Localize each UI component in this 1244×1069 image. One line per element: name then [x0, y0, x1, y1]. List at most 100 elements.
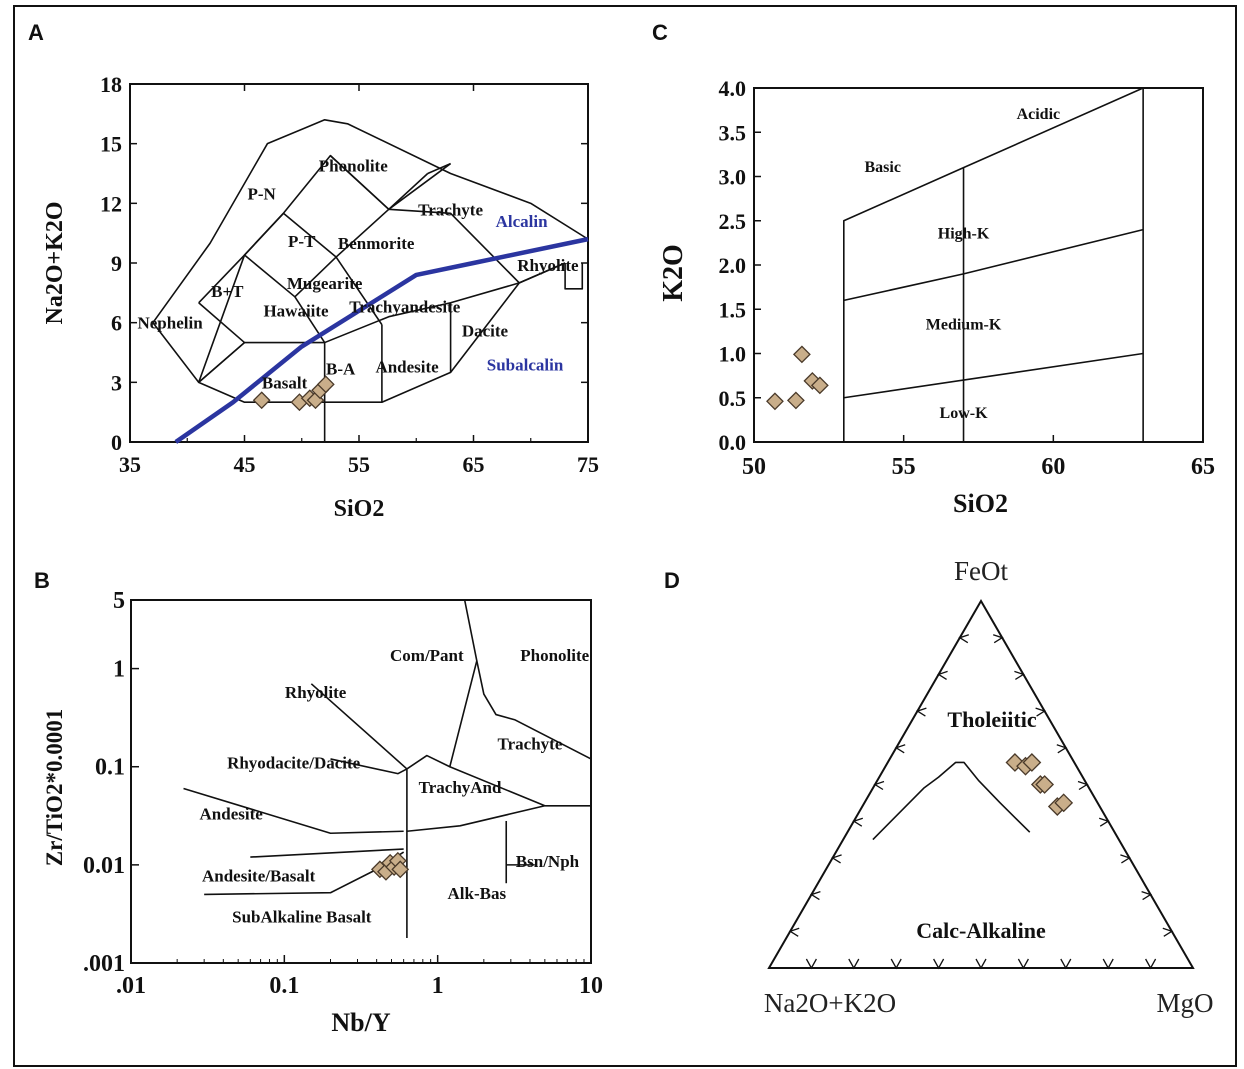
x-tick-label: 0.1	[269, 973, 299, 999]
vertex-label-alkali: Na2O+K2O	[764, 988, 896, 1018]
field-boundary	[244, 301, 451, 344]
edge-tick	[1014, 670, 1025, 680]
region-label: Com/Pant	[390, 646, 464, 665]
sample-point	[252, 391, 271, 410]
panel-letter-a: A	[28, 20, 44, 45]
y-tick-label: 2.0	[719, 253, 747, 278]
region-label: Mugearite	[287, 274, 363, 293]
sample-point	[810, 376, 829, 395]
field-boundary	[564, 263, 584, 290]
x-tick-label: 45	[234, 452, 256, 477]
region-label: Nephelin	[137, 314, 203, 333]
region-label: TrachyAnd	[419, 778, 502, 797]
field-boundary	[476, 660, 592, 760]
y-tick-label: 0.01	[83, 853, 125, 879]
edge-tick	[915, 707, 927, 717]
region-label: P-T	[288, 232, 316, 251]
sample-point	[1035, 775, 1055, 794]
y-axis-title: Zr/TiO2*0.0001	[42, 709, 67, 866]
field-boundary	[152, 119, 589, 324]
y-tick-label: 1.5	[719, 297, 747, 322]
region-label: Andesite	[200, 804, 264, 823]
region-label: Acidic	[1017, 106, 1061, 123]
edge-tick	[1120, 854, 1131, 864]
y-tick-label: 0.1	[95, 755, 125, 781]
field-boundary	[427, 162, 451, 175]
edge-tick	[1035, 707, 1047, 717]
edge-tick	[852, 817, 864, 827]
y-tick-label: 18	[100, 72, 122, 97]
y-tick-label: 0.5	[719, 386, 747, 411]
region-label: Alcalin	[496, 212, 548, 231]
y-tick-label: 1	[113, 657, 125, 683]
y-tick-label: 0.0	[719, 430, 747, 455]
region-label: Phonolite	[319, 157, 388, 176]
region-label: Alk-Bas	[448, 884, 507, 903]
field-boundary	[310, 683, 408, 770]
field-boundary	[152, 262, 566, 404]
region-label: P-N	[248, 184, 277, 203]
ternary-triangle	[767, 599, 1195, 969]
edge-tick	[873, 780, 885, 791]
y-tick-label: 6	[111, 311, 122, 336]
region-label: Trachyte	[498, 734, 563, 753]
y-tick-label: 15	[100, 132, 122, 157]
field-boundary	[406, 805, 546, 833]
y-tick-label: 3.5	[719, 120, 747, 145]
region-label: Andesite/Basalt	[202, 866, 316, 885]
edge-tick	[805, 958, 817, 970]
edge-tick	[1060, 958, 1072, 970]
region-label: High-K	[938, 225, 990, 242]
field-boundary	[406, 599, 478, 938]
region-label: Calc-Alkaline	[916, 918, 1046, 943]
edge-tick	[933, 958, 945, 970]
x-tick-label: 50	[742, 454, 766, 480]
y-axis-title: K2O	[658, 244, 689, 302]
edge-tick	[1077, 780, 1089, 791]
edge-tick	[788, 927, 800, 937]
region-label: Trachyandesite	[349, 298, 461, 317]
field-boundary	[330, 758, 408, 775]
x-axis-title: SiO2	[334, 496, 385, 522]
x-tick-label: 55	[892, 454, 916, 480]
edge-tick	[894, 744, 906, 754]
region-label: B+T	[211, 282, 244, 301]
field-boundary	[183, 787, 404, 835]
region-label: Bsn/Nph	[516, 852, 580, 871]
field-boundary	[198, 254, 246, 304]
sample-point	[316, 375, 335, 394]
field-boundary	[197, 154, 452, 383]
edge-tick	[1102, 958, 1114, 970]
x-tick-label: 10	[579, 973, 603, 999]
panel-letter-b: B	[34, 568, 50, 593]
field-boundary	[518, 262, 566, 284]
edge-tick	[809, 890, 821, 901]
y-tick-label: 2.5	[719, 209, 747, 234]
y-axis-title: Na2O+K2O	[42, 201, 68, 324]
y-tick-label: 12	[100, 191, 122, 216]
region-label: Hawaiite	[263, 302, 329, 321]
x-tick-label: 75	[577, 452, 599, 477]
y-tick-label: 1.0	[719, 342, 747, 367]
tholeiitic-calc-alkaline-boundary	[872, 761, 1031, 841]
y-tick-label: .001	[83, 951, 125, 977]
y-tick-label: 4.0	[719, 76, 747, 101]
edge-tick	[992, 634, 1004, 644]
edge-tick	[831, 854, 842, 864]
edge-tick	[848, 958, 860, 970]
x-axis-title: Nb/Y	[331, 1008, 390, 1037]
sample-point	[766, 392, 784, 411]
region-label: Trachyte	[418, 200, 483, 219]
figure-frame	[13, 5, 1237, 1067]
x-tick-label: 35	[119, 452, 141, 477]
y-tick-label: 3.0	[719, 165, 747, 190]
vertex-label-feot: FeOt	[954, 556, 1008, 586]
edge-tick	[890, 958, 902, 970]
edge-tick	[958, 634, 970, 644]
y-tick-label: 5	[113, 588, 125, 614]
edge-tick	[1098, 817, 1110, 827]
sample-point	[1054, 793, 1074, 813]
panel-d-afm-diagram: FeOt Na2O+K2O MgO Tholeiitic Calc-Alkaline	[764, 556, 1214, 1018]
